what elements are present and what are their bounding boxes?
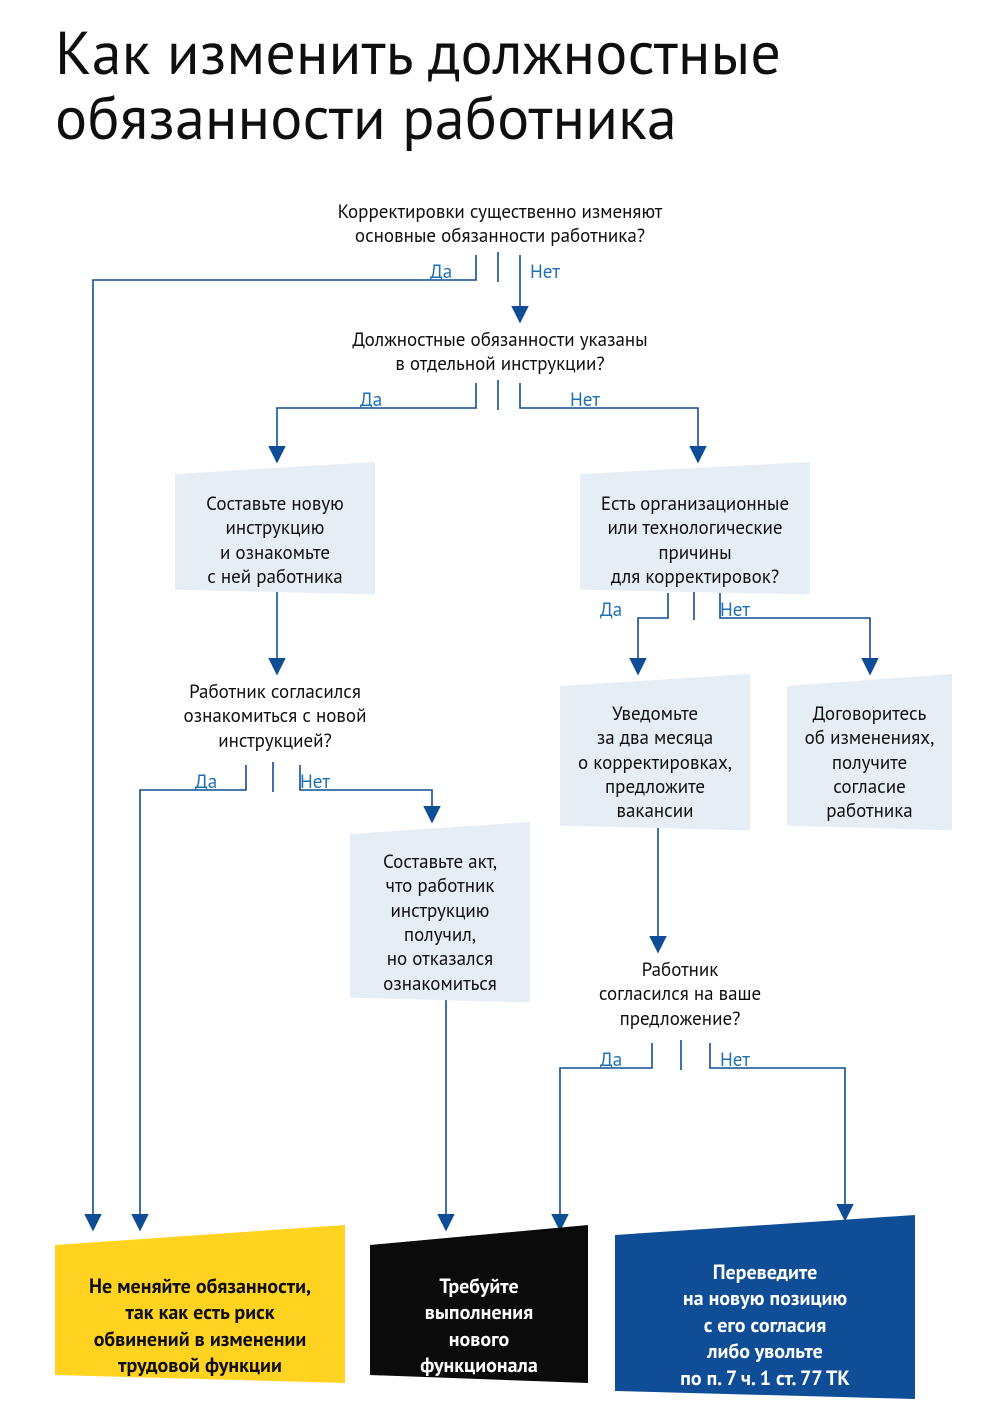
- question-q2: Должностные обязанности указаныв отдельн…: [320, 328, 680, 377]
- label-no: Нет: [720, 598, 750, 622]
- label-no: Нет: [530, 260, 560, 284]
- label-yes: Да: [600, 1048, 622, 1072]
- result-r2: Требуйтевыполненияновогофункционала: [370, 1245, 588, 1409]
- label-no: Нет: [300, 770, 330, 794]
- label-yes: Да: [600, 598, 622, 622]
- result-r3: Переведитена новую позициюс его согласия…: [615, 1231, 915, 1421]
- action-a2: Уведомьтеза два месяцао корректировках,п…: [560, 686, 750, 840]
- label-yes: Да: [430, 260, 452, 284]
- question-q4: Работник согласилсяознакомиться с новойи…: [160, 680, 390, 753]
- page: Как изменить должностные обязанности раб…: [0, 0, 983, 1422]
- result-r1: Не меняйте обязанности,так как есть риск…: [55, 1245, 345, 1409]
- label-yes: Да: [360, 388, 382, 412]
- question-q5: Работниксогласился на вашепредложение?: [565, 958, 795, 1031]
- label-no: Нет: [720, 1048, 750, 1072]
- action-a3: Договоритесьоб изменениях,получитесоглас…: [787, 686, 952, 840]
- question-q3: Есть организационныеили технологическиеп…: [580, 476, 810, 605]
- label-no: Нет: [570, 388, 600, 412]
- label-yes: Да: [195, 770, 217, 794]
- action-a1: Составьте новуюинструкциюи ознакомьтес н…: [175, 476, 375, 605]
- action-a4: Составьте акт,что работникинструкциюполу…: [350, 834, 530, 1012]
- question-q1: Корректировки существенно изменяютосновн…: [300, 200, 700, 249]
